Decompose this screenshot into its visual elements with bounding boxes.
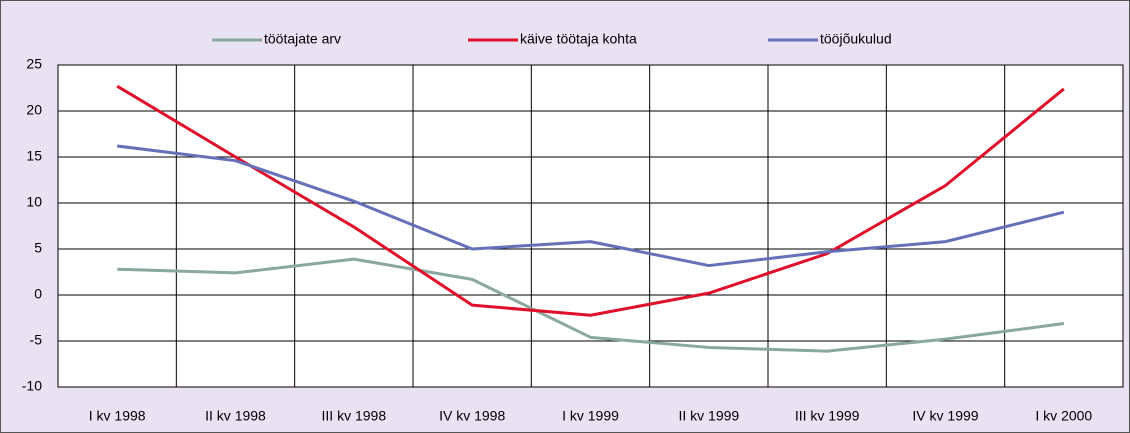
line-series <box>116 84 1065 317</box>
x-tick-label: I kv 1999 <box>562 408 619 424</box>
y-tick-label: 15 <box>26 148 42 164</box>
legend-label: käive töötaja kohta <box>520 31 637 47</box>
x-tick-label: III kv 1999 <box>795 408 860 424</box>
x-tick-label: I kv 1998 <box>89 408 146 424</box>
plot-area <box>57 64 1124 388</box>
x-tick-label: III kv 1998 <box>322 408 387 424</box>
y-tick-label: 25 <box>26 56 42 72</box>
x-tick-label: IV kv 1998 <box>439 408 505 424</box>
y-tick-label: 5 <box>34 240 42 256</box>
y-tick-label: -5 <box>30 332 43 348</box>
legend-label: töötajate arv <box>264 31 341 47</box>
y-tick-label: 20 <box>26 102 42 118</box>
x-tick-label: II kv 1998 <box>205 408 266 424</box>
x-tick-label: II kv 1999 <box>678 408 739 424</box>
line-series <box>116 144 1065 268</box>
x-tick-label: IV kv 1999 <box>912 408 978 424</box>
x-tick-label: I kv 2000 <box>1035 408 1092 424</box>
y-tick-label: -10 <box>22 378 42 394</box>
legend-label: tööjõukulud <box>820 31 892 47</box>
y-tick-label: 10 <box>26 194 42 210</box>
y-tick-label: 0 <box>34 286 42 302</box>
line-series <box>117 257 1065 353</box>
